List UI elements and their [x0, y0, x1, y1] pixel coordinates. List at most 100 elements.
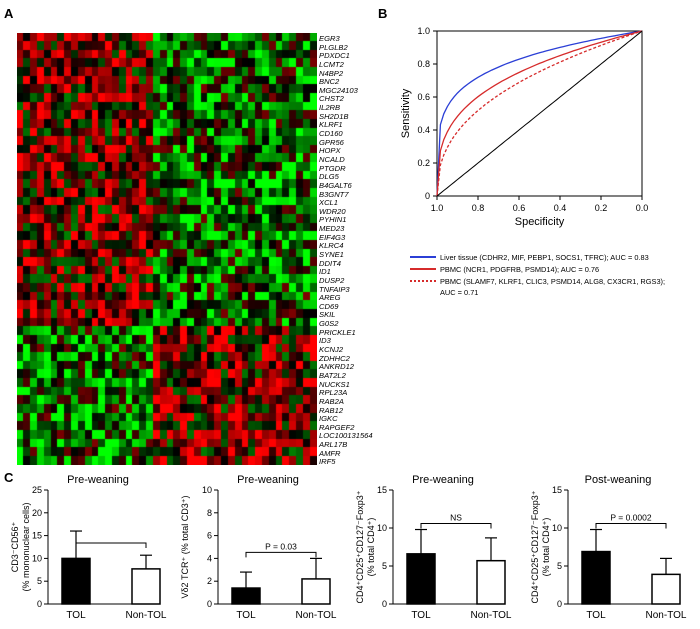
gene-label: IRF5	[319, 457, 336, 467]
gene-label: G0S2	[319, 319, 339, 329]
y-tick-label: 0	[37, 599, 42, 609]
panel-b-letter: B	[378, 6, 388, 21]
bar-chart-title: Pre-weaning	[412, 474, 474, 486]
gene-label: SH2D1B	[319, 111, 349, 121]
y-tick-label: 6	[207, 531, 212, 541]
x-tick-label: 0.0	[636, 203, 649, 213]
group-band-tol: TOL	[17, 6, 153, 33]
roc-curve-liver	[436, 30, 643, 197]
y-tick-label: 25	[32, 485, 42, 495]
gene-label: PLGLB2	[319, 42, 348, 52]
y-tick-label: 5	[37, 576, 42, 586]
legend-swatch	[410, 268, 436, 270]
gene-label: LOC100131564	[319, 431, 373, 441]
significance-label: P = 0.03	[265, 541, 297, 551]
gene-label: AREG	[319, 293, 341, 303]
bar-non-tol	[476, 559, 506, 605]
gene-label: RPL23A	[319, 388, 348, 398]
y-tick-label: 0	[557, 599, 562, 609]
x-category-label: Non-TOL	[296, 610, 337, 621]
x-tick-label: 0.4	[554, 203, 567, 213]
significance-label: P = 0.0002	[610, 513, 651, 523]
bar-chart-vd2: Pre-weaning 0 2 4 6 8 10 Vδ2 TCR⁺ (% total CD3⁺…	[180, 474, 337, 621]
gene-label: CD69	[319, 301, 339, 311]
gene-label: BAT2L2	[319, 370, 346, 380]
legend-swatch	[410, 280, 436, 282]
y-tick-label: 0	[382, 599, 387, 609]
roc-y-axis-label: Sensitivity	[400, 88, 412, 138]
significance-bracket	[75, 542, 147, 549]
y-tick-label: 0.8	[417, 59, 430, 69]
bar-tol	[406, 553, 436, 605]
gene-label: CD160	[319, 129, 343, 139]
y-tick-label: 5	[382, 561, 387, 571]
gene-label: WDR20	[319, 206, 346, 216]
gene-label: SYNE1	[319, 250, 344, 259]
x-tick-label: 1.0	[431, 203, 444, 213]
gene-label: PDXDC1	[319, 51, 350, 61]
bar-tol	[61, 557, 91, 605]
y-tick-label: 10	[552, 523, 562, 533]
bar-chart-title: Pre-weaning	[237, 474, 299, 486]
roc-x-axis-label: Specificity	[515, 216, 565, 228]
significance-bracket	[245, 551, 317, 558]
gene-label: SKIL	[319, 310, 336, 320]
gene-label: DUSP2	[319, 275, 345, 285]
roc-curve-pbmc-7gene	[436, 30, 643, 197]
gene-label: XCL1	[319, 198, 338, 208]
roc-curve-pbmc-3gene	[436, 30, 643, 197]
bar-tol	[231, 587, 261, 605]
bar-non-tol	[131, 568, 161, 605]
gene-label: BNC2	[319, 77, 340, 87]
y-tick-label: 0	[207, 599, 212, 609]
y-tick-label: 10	[32, 553, 42, 563]
gene-label: KLRC4	[319, 241, 344, 251]
y-axis-label-units: (% total CD4⁺)	[541, 518, 551, 577]
roc-legend-entry: PBMC (NCR1, PDGFRB, PSMD14); AUC = 0.76	[410, 264, 599, 275]
x-category-label: Non-TOL	[126, 610, 167, 621]
x-category-label: TOL	[586, 610, 606, 621]
gene-label: IGKC	[319, 414, 338, 424]
gene-label: IL2RB	[319, 103, 341, 113]
gene-label: MED23	[319, 224, 345, 234]
y-tick-label: 15	[552, 485, 562, 495]
y-tick-label: 0.6	[417, 92, 430, 102]
legend-text: PBMC (NCR1, PDGFRB, PSMD14); AUC = 0.76	[440, 265, 600, 274]
gene-label: B3GNT7	[319, 189, 349, 199]
expression-heatmap	[17, 33, 317, 465]
y-tick-label: 4	[207, 553, 212, 563]
group-label-non-tol: Non-TOL	[208, 12, 262, 27]
y-tick-label: 20	[32, 508, 42, 518]
y-tick-label: 10	[377, 523, 387, 533]
bar-chart-treg-post: Post-weaning 0 5 10 15 CD4⁺CD25⁺CD127⁻Foxp3⁺(…	[530, 474, 687, 621]
legend-swatch	[410, 256, 436, 258]
x-category-label: TOL	[411, 610, 431, 621]
gene-label: TNFAIP3	[319, 284, 350, 294]
panel-a-letter: A	[4, 6, 14, 21]
y-tick-label: 0	[425, 191, 430, 201]
y-tick-label: 15	[32, 531, 42, 541]
bar-tol	[581, 550, 611, 605]
bar-chart-cd56: Pre-weaning 0 5 10 15 20 25 CD3⁻CD56⁺ (% mononuc…	[10, 474, 167, 621]
gene-label: KLRF1	[319, 120, 343, 130]
roc-chart: 1.0 0.8 0.6 0.4 0.2 0.0 0 0.2 0.4 0.6 0.8 1.0 Specif…	[400, 26, 649, 228]
gene-label: ANKRD12	[319, 362, 355, 372]
y-axis-label: CD3⁻CD56⁺	[10, 521, 20, 572]
y-tick-label: 15	[377, 485, 387, 495]
gene-label: NCALD	[319, 154, 345, 164]
y-tick-label: 1.0	[417, 26, 430, 36]
significance-bracket	[420, 523, 492, 529]
gene-label: ID1	[319, 267, 331, 277]
group-label-tol: TOL	[72, 12, 98, 27]
gene-label: RAPGEF2	[319, 422, 355, 432]
gene-label: RAB12	[319, 405, 344, 415]
y-tick-label: 10	[202, 485, 212, 495]
gene-label: PYHIN1	[319, 215, 347, 225]
y-axis-label: CD4⁺CD25⁺CD127⁻Foxp3⁺	[530, 490, 540, 603]
x-category-label: Non-TOL	[471, 610, 512, 621]
legend-text: Liver tissue (CDHR2, MIF, PEBP1, SOCS1, …	[440, 253, 649, 262]
gene-label: PRICKLE1	[319, 327, 356, 337]
gene-label: PTGDR	[319, 163, 346, 173]
x-category-label: TOL	[66, 610, 86, 621]
gene-label: ZDHHC2	[319, 353, 350, 363]
